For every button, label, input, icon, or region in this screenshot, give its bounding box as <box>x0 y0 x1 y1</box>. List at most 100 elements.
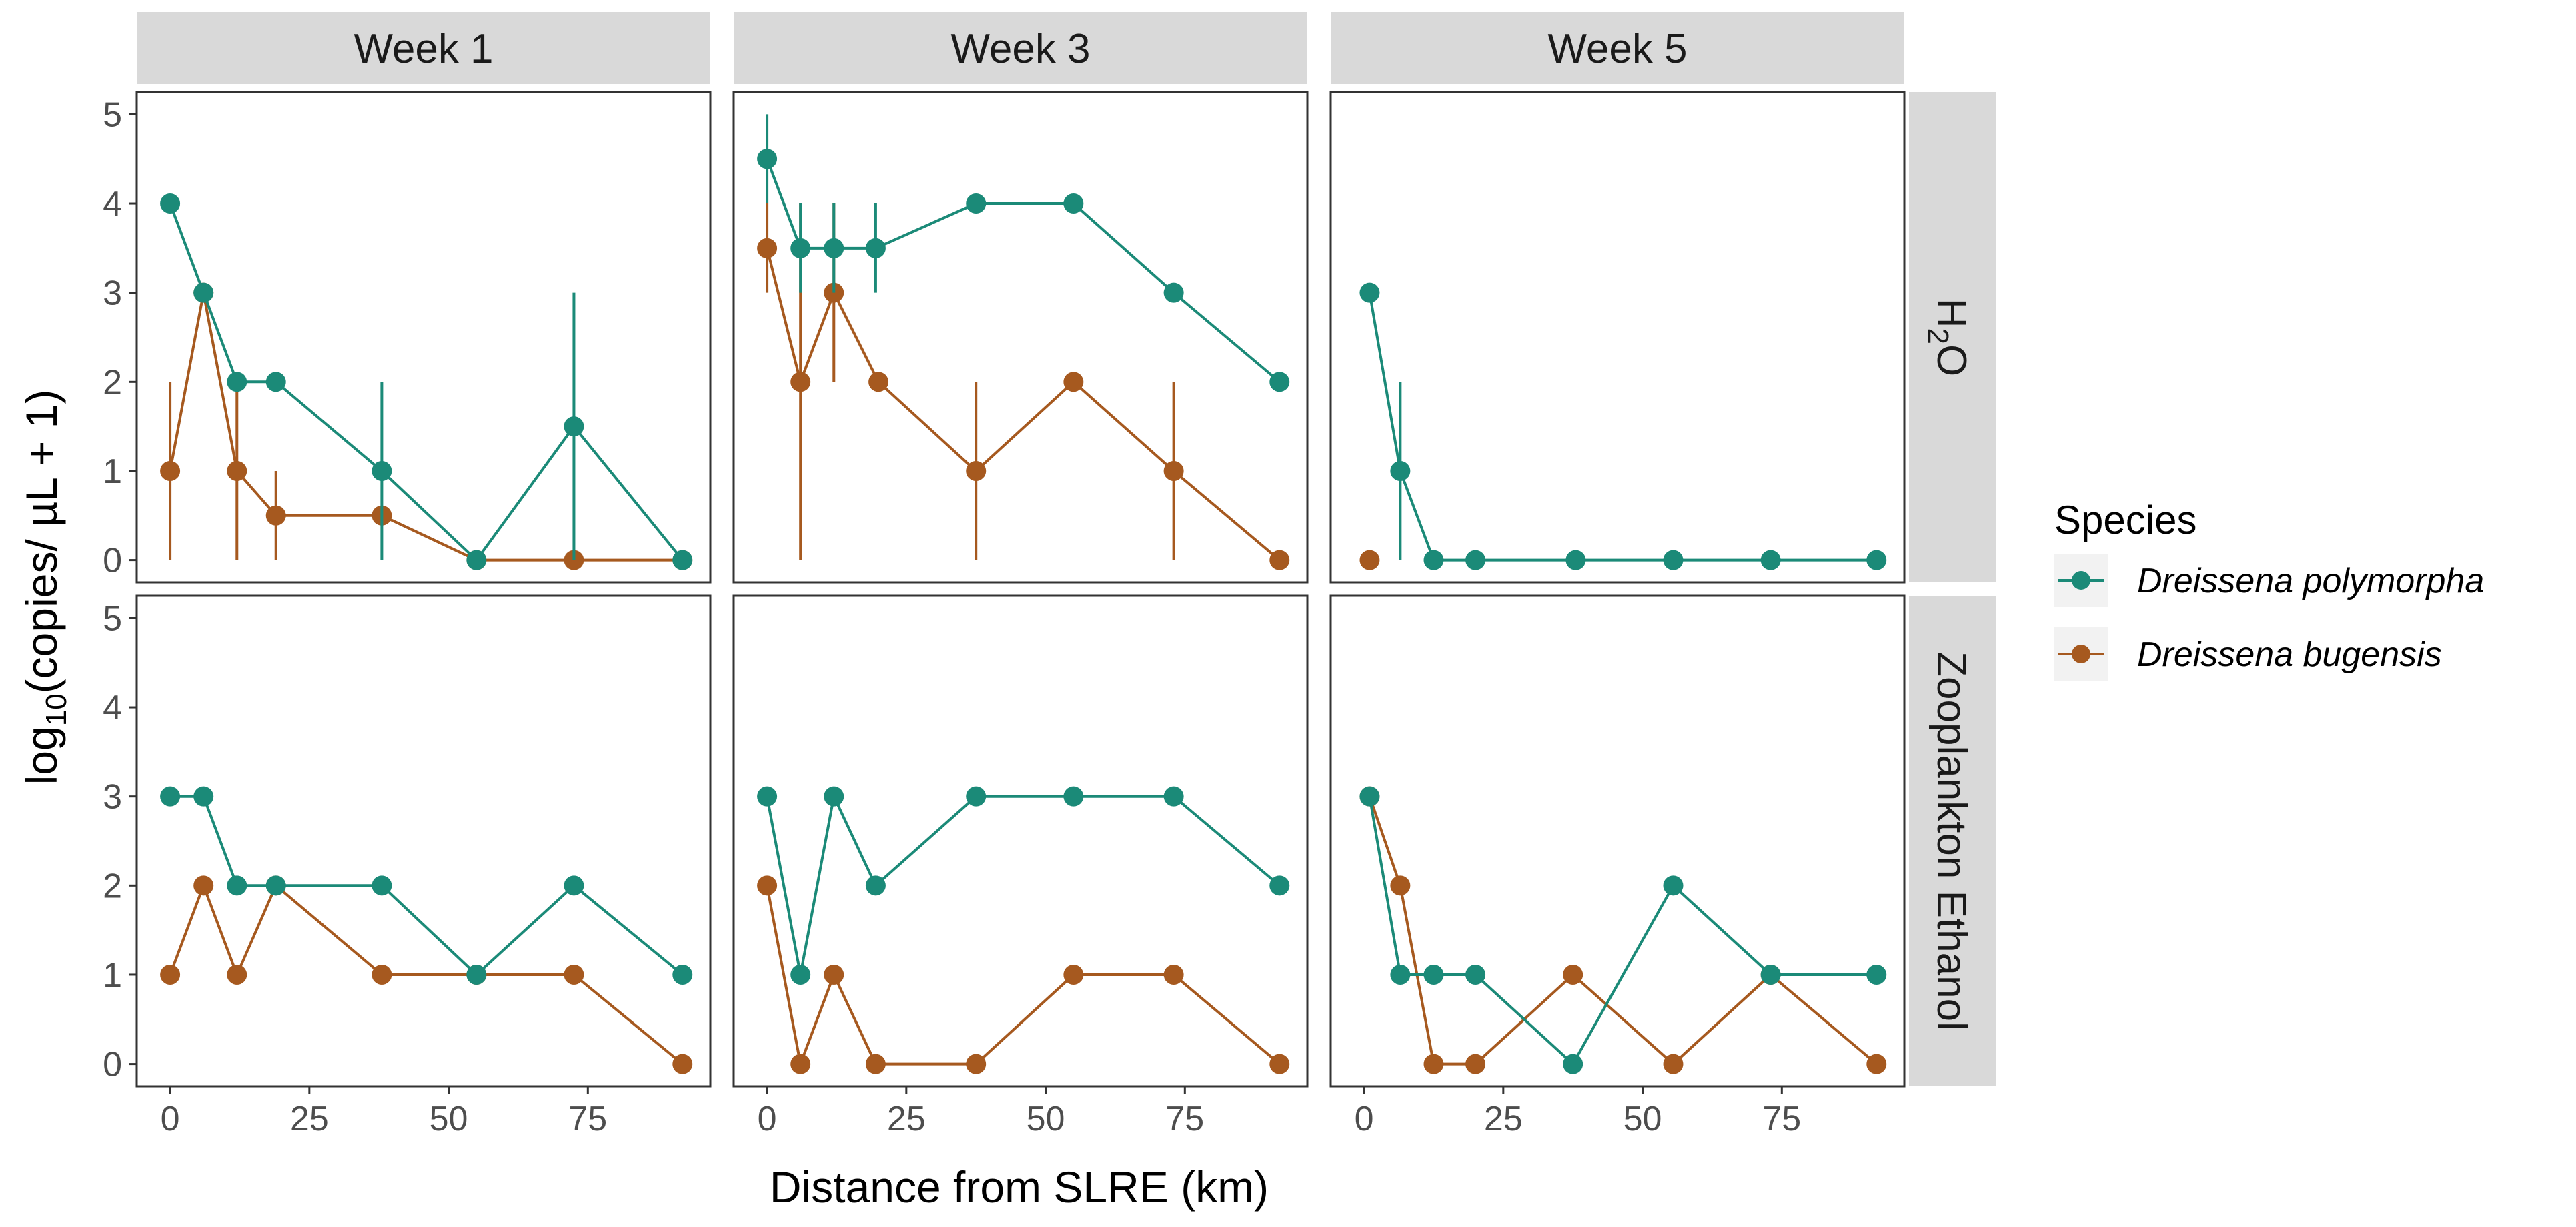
data-point-polymorpha <box>824 238 844 258</box>
data-point-bugensis <box>1063 964 1084 985</box>
panel-frame <box>1329 91 1906 584</box>
data-point-bugensis <box>1563 964 1583 985</box>
y-tick-label: 5 <box>103 95 122 134</box>
data-point-bugensis <box>1465 1054 1486 1074</box>
data-point-bugensis <box>227 964 247 985</box>
data-point-polymorpha <box>966 786 987 807</box>
data-point-polymorpha <box>265 875 286 896</box>
data-point-bugensis <box>372 964 392 985</box>
y-tick-label: 3 <box>103 778 122 817</box>
facet-strip-label: Week 3 <box>950 26 1090 72</box>
data-point-polymorpha <box>372 875 392 896</box>
data-point-bugensis <box>227 460 247 481</box>
legend-key-point-polymorpha <box>2072 571 2090 590</box>
data-point-polymorpha <box>672 964 693 985</box>
data-point-polymorpha <box>160 193 181 214</box>
data-point-polymorpha <box>1565 550 1586 570</box>
data-point-bugensis <box>160 964 181 985</box>
data-point-polymorpha <box>1063 786 1084 807</box>
facet-strip-row-label: H2O <box>1922 298 1974 377</box>
data-point-polymorpha <box>466 964 487 985</box>
legend-label-bugensis: Dreissena bugensis <box>2137 635 2442 674</box>
x-tick-label: 50 <box>1624 1100 1662 1138</box>
data-point-bugensis <box>1063 372 1084 392</box>
data-point-polymorpha <box>824 786 844 807</box>
series-line-polymorpha <box>169 203 684 562</box>
data-point-bugensis <box>1163 460 1184 481</box>
data-point-bugensis <box>1423 1054 1444 1074</box>
data-point-bugensis <box>1163 964 1184 985</box>
x-tick-label: 25 <box>290 1100 329 1138</box>
data-point-polymorpha <box>1359 786 1380 807</box>
data-point-polymorpha <box>1760 550 1781 570</box>
x-tick-label: 0 <box>758 1100 777 1138</box>
x-axis-title: Distance from SLRE (km) <box>770 1162 1269 1212</box>
data-point-polymorpha <box>227 875 247 896</box>
data-point-bugensis <box>672 1054 693 1074</box>
data-point-polymorpha <box>1866 550 1887 570</box>
series-line-polymorpha <box>766 795 1281 976</box>
data-point-bugensis <box>966 1054 987 1074</box>
legend-title: Species <box>2054 498 2196 542</box>
panel-frame <box>135 91 712 584</box>
y-tick-label: 0 <box>103 1046 122 1084</box>
series-line-polymorpha <box>1368 292 1877 562</box>
legend-label-polymorpha: Dreissena polymorpha <box>2137 562 2484 600</box>
data-point-polymorpha <box>865 875 886 896</box>
data-point-bugensis <box>757 238 778 258</box>
facet-strip-label: Week 1 <box>354 26 493 72</box>
data-point-bugensis <box>193 875 214 896</box>
data-point-bugensis <box>1359 550 1380 570</box>
data-point-polymorpha <box>1465 964 1486 985</box>
data-point-polymorpha <box>757 149 778 169</box>
x-tick-label: 50 <box>430 1100 468 1138</box>
panel-frame <box>732 594 1309 1088</box>
data-point-polymorpha <box>1465 550 1486 570</box>
panel-frame <box>732 91 1309 584</box>
data-point-polymorpha <box>865 238 886 258</box>
panel-frame <box>135 594 712 1088</box>
x-tick-label: 75 <box>1762 1100 1801 1138</box>
series-line-bugensis <box>169 884 684 1066</box>
data-point-bugensis <box>564 964 584 985</box>
data-point-polymorpha <box>564 416 584 437</box>
series-line-bugensis <box>169 291 683 562</box>
data-point-bugensis <box>1663 1054 1684 1074</box>
facet-strip-row <box>1909 92 1996 582</box>
x-tick-label: 50 <box>1027 1100 1065 1138</box>
y-axis-title: log10(copies/ µL + 1) <box>17 390 73 785</box>
data-point-polymorpha <box>1163 282 1184 303</box>
data-point-polymorpha <box>1423 964 1444 985</box>
data-point-bugensis <box>1269 1054 1290 1074</box>
data-point-bugensis <box>790 1054 811 1074</box>
data-point-polymorpha <box>372 460 392 481</box>
facet-strip-row <box>1909 596 1996 1086</box>
data-point-bugensis <box>865 1054 886 1074</box>
data-point-polymorpha <box>1163 786 1184 807</box>
facet-strip-col <box>1331 12 1904 84</box>
legend: Species Dreissena polymorpha Dreissena b… <box>2054 498 2484 681</box>
data-point-polymorpha <box>790 964 811 985</box>
data-point-bugensis <box>1269 550 1290 570</box>
data-point-polymorpha <box>1390 964 1411 985</box>
data-point-bugensis <box>1866 1054 1887 1074</box>
facet-strip-label: Week 5 <box>1547 26 1687 72</box>
facet-strip-col <box>137 12 710 84</box>
facet-strip-row-label: Zooplankton Ethanol <box>1928 651 1974 1031</box>
x-tick-label: 25 <box>1484 1100 1523 1138</box>
data-point-polymorpha <box>1269 875 1290 896</box>
data-point-polymorpha <box>757 786 778 807</box>
y-tick-label: 0 <box>103 542 122 580</box>
data-point-polymorpha <box>466 550 487 570</box>
data-point-polymorpha <box>672 550 693 570</box>
data-point-bugensis <box>824 964 844 985</box>
data-point-bugensis <box>1390 875 1411 896</box>
data-point-polymorpha <box>1390 460 1411 481</box>
facet-strip-col <box>734 12 1307 84</box>
y-tick-label: 1 <box>103 452 122 491</box>
panel-frames <box>135 91 1906 1088</box>
data-point-polymorpha <box>1663 550 1684 570</box>
data-point-polymorpha <box>227 372 247 392</box>
